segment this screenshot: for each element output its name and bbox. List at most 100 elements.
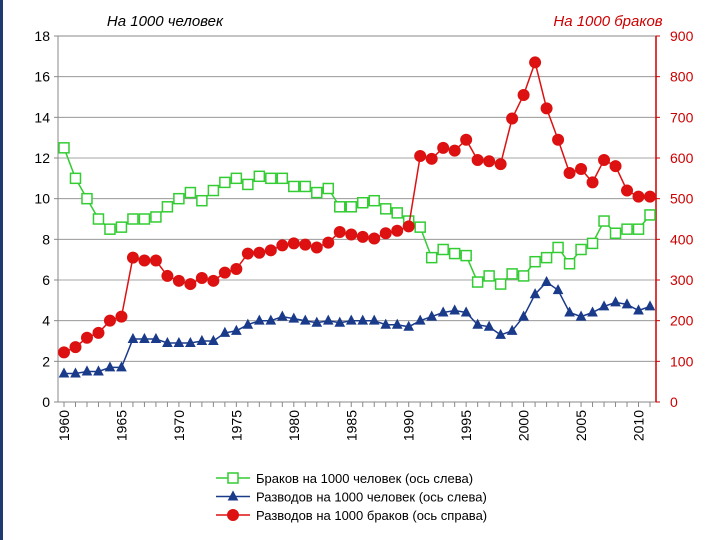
data-point-divorces-per-people [104,361,116,372]
x-tick-label: 1985 [343,410,359,441]
data-point-marriages [598,215,610,227]
data-point-divorces-per-people [495,328,506,339]
right-tick-label: 500 [670,191,694,207]
data-point-marriages [150,211,162,223]
data-point-divorces-per-marriages [356,230,369,243]
data-point-divorces-per-people [529,288,541,299]
right-axis-ticks: 0 100 200 300 400 500 600 700 800 900 [656,28,694,410]
legend-marker-divorces-per-marriages [227,509,239,521]
data-point-divorces-per-marriages [563,167,576,180]
right-tick-label: 100 [670,353,694,369]
left-tick-label: 8 [42,231,50,247]
data-point-divorces-per-marriages [379,227,392,240]
right-tick-label: 200 [670,313,694,329]
data-point-divorces-per-marriages [598,154,611,167]
left-axis-title: На 1000 человек [107,13,224,30]
data-point-marriages [138,213,151,225]
legend-label-marriages: Браков на 1000 человек (ось слева) [256,471,473,486]
data-point-marriages [322,182,335,195]
data-point-divorces-per-people [58,367,70,378]
data-point-divorces-per-people [254,314,265,325]
data-point-marriages [311,186,323,199]
right-tick-label: 800 [670,69,694,85]
data-point-divorces-per-marriages [310,241,323,254]
data-point-divorces-per-marriages [609,160,622,173]
right-axis-title: На 1000 браков [553,13,662,30]
data-point-divorces-per-people [311,316,323,327]
data-point-marriages [184,186,197,199]
data-point-divorces-per-people [150,332,162,343]
data-point-divorces-per-marriages [391,224,404,237]
data-point-divorces-per-people [414,314,426,325]
data-point-divorces-per-marriages [529,56,542,69]
data-point-divorces-per-people [185,336,196,348]
left-tick-label: 2 [42,353,50,369]
data-point-divorces-per-marriages [103,314,116,327]
data-point-marriages [644,209,656,221]
data-point-marriages [494,278,507,290]
data-point-divorces-per-people [391,318,403,329]
legend-label-divorces-per-people: Разводов на 1000 человек (ось слева) [256,490,487,505]
data-point-marriages [540,251,553,264]
left-tick-label: 4 [42,313,50,329]
series-layer [58,56,656,378]
data-point-divorces-per-marriages [92,326,105,339]
legend-label-divorces-per-marriages: Разводов на 1000 браков (ось справа) [256,508,487,523]
data-point-marriages [368,194,380,207]
left-tick-label: 16 [34,69,50,85]
data-point-divorces-per-people [437,306,449,317]
data-point-divorces-per-marriages [333,226,346,239]
data-point-divorces-per-people [242,318,254,329]
data-point-marriages [506,268,518,280]
data-point-marriages [483,270,495,282]
data-point-divorces-per-people [357,314,369,325]
data-point-divorces-per-marriages [621,184,634,197]
data-point-divorces-per-people [564,306,575,317]
x-axis-ticks: 1960 1965 1970 1975 1980 1985 1990 1995 2000 2005… [56,402,651,441]
data-point-marriages [58,142,70,154]
slide-left-border [0,0,3,540]
data-point-divorces-per-people [403,320,415,331]
x-tick-label: 2010 [631,410,647,441]
data-point-marriages [230,172,243,185]
data-point-marriages [425,251,438,264]
data-point-divorces-per-people [621,298,633,309]
data-point-divorces-per-marriages [586,176,599,189]
data-point-divorces-per-marriages [172,274,185,287]
data-point-divorces-per-people [598,300,610,311]
data-point-marriages [414,221,426,233]
data-point-marriages [437,243,449,256]
data-point-marriages [529,255,541,268]
data-point-marriages [92,213,105,225]
data-point-marriages [632,223,645,235]
data-point-marriages [81,192,93,205]
data-point-marriages [242,178,254,191]
data-point-divorces-per-people [426,310,438,321]
data-point-marriages [460,249,472,262]
data-point-divorces-per-marriages [402,220,415,233]
x-tick-label: 1980 [286,410,302,441]
data-point-divorces-per-people [322,314,334,325]
data-point-divorces-per-people [276,310,288,321]
right-tick-label: 400 [670,231,694,247]
data-point-marriages [115,221,128,233]
data-point-divorces-per-people [472,318,483,329]
data-point-divorces-per-people [162,336,173,348]
data-point-divorces-per-marriages [368,232,381,245]
data-point-divorces-per-people [368,314,380,325]
data-point-divorces-per-marriages [218,266,231,279]
data-point-divorces-per-marriages [287,237,300,250]
data-point-marriages [609,227,622,239]
data-point-divorces-per-marriages [494,158,507,171]
left-tick-label: 12 [34,150,50,166]
data-point-divorces-per-people [460,306,472,317]
data-point-marriages [621,223,633,235]
data-point-marriages [265,172,277,185]
data-point-divorces-per-people [196,334,208,345]
data-point-marriages [299,180,312,193]
data-point-divorces-per-people [231,324,242,335]
data-point-marriages [391,207,403,219]
data-point-divorces-per-marriages [644,190,656,203]
data-point-divorces-per-marriages [69,341,82,354]
